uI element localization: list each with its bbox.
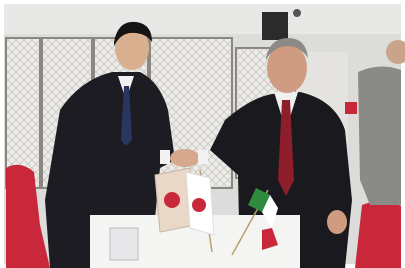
cuff bbox=[160, 150, 170, 164]
japan-flag-disc bbox=[192, 198, 206, 212]
photo bbox=[0, 0, 405, 268]
flag-emblem bbox=[164, 192, 180, 208]
screen-panel bbox=[6, 38, 40, 188]
handshake bbox=[170, 149, 200, 167]
paper-bag bbox=[110, 228, 138, 260]
chair-back bbox=[345, 102, 357, 114]
camera bbox=[293, 9, 301, 17]
right-man-hand bbox=[327, 210, 347, 234]
page bbox=[0, 0, 405, 268]
ceiling bbox=[4, 4, 401, 34]
cuff bbox=[198, 150, 208, 164]
speaker bbox=[262, 12, 288, 40]
chair bbox=[355, 201, 401, 268]
person-background bbox=[358, 66, 401, 205]
